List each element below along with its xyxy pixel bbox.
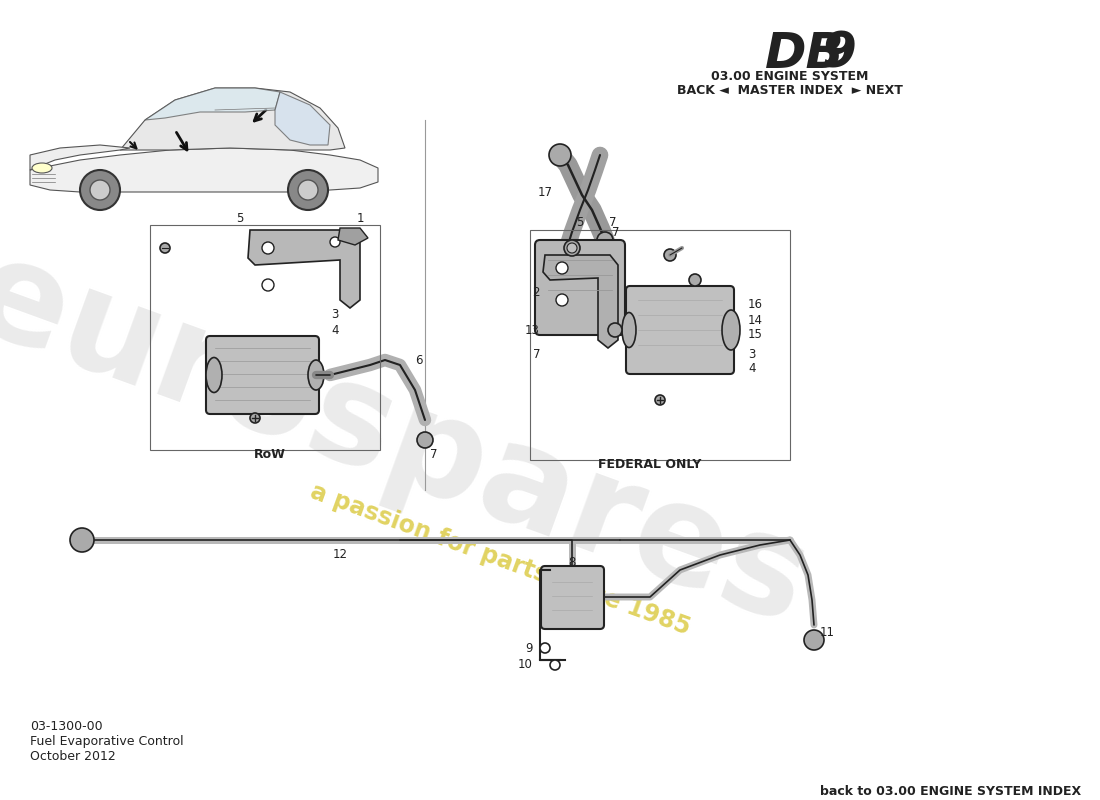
- Ellipse shape: [32, 163, 52, 173]
- Ellipse shape: [308, 360, 324, 390]
- Text: 15: 15: [748, 329, 763, 342]
- Text: 1: 1: [356, 211, 364, 225]
- Circle shape: [689, 274, 701, 286]
- Circle shape: [556, 262, 568, 274]
- Ellipse shape: [621, 313, 636, 347]
- Text: 7: 7: [430, 447, 438, 461]
- Circle shape: [804, 630, 824, 650]
- Text: 13: 13: [525, 323, 540, 337]
- Text: DB: DB: [764, 30, 845, 78]
- Text: 16: 16: [748, 298, 763, 311]
- Text: 5: 5: [576, 217, 584, 230]
- Circle shape: [262, 279, 274, 291]
- FancyBboxPatch shape: [626, 286, 734, 374]
- Polygon shape: [30, 148, 378, 192]
- Circle shape: [549, 144, 571, 166]
- Circle shape: [550, 660, 560, 670]
- Circle shape: [90, 180, 110, 200]
- Ellipse shape: [722, 310, 740, 350]
- Text: 4: 4: [748, 362, 756, 374]
- Text: 03.00 ENGINE SYSTEM: 03.00 ENGINE SYSTEM: [712, 70, 869, 83]
- Circle shape: [566, 243, 578, 253]
- Text: eurospares: eurospares: [0, 226, 826, 654]
- Circle shape: [80, 170, 120, 210]
- Text: 7: 7: [532, 349, 540, 362]
- FancyBboxPatch shape: [206, 336, 319, 414]
- Circle shape: [298, 180, 318, 200]
- Ellipse shape: [206, 358, 222, 393]
- Circle shape: [540, 643, 550, 653]
- Text: 03-1300-00: 03-1300-00: [30, 720, 102, 733]
- Text: October 2012: October 2012: [30, 750, 116, 763]
- Circle shape: [160, 243, 170, 253]
- Polygon shape: [145, 88, 280, 120]
- Circle shape: [250, 413, 260, 423]
- Text: 11: 11: [820, 626, 835, 638]
- Circle shape: [664, 249, 676, 261]
- Text: 3: 3: [331, 309, 339, 322]
- Polygon shape: [543, 255, 618, 348]
- Circle shape: [556, 294, 568, 306]
- Text: 7: 7: [612, 226, 619, 238]
- Polygon shape: [248, 230, 360, 308]
- Text: back to 03.00 ENGINE SYSTEM INDEX: back to 03.00 ENGINE SYSTEM INDEX: [820, 785, 1081, 798]
- Text: 17: 17: [538, 186, 553, 199]
- Text: 12: 12: [332, 549, 348, 562]
- Text: 3: 3: [748, 349, 756, 362]
- Circle shape: [608, 323, 622, 337]
- Text: a passion for parts since 1985: a passion for parts since 1985: [307, 480, 693, 640]
- Circle shape: [654, 395, 666, 405]
- Circle shape: [70, 528, 94, 552]
- Polygon shape: [338, 228, 368, 245]
- Text: RoW: RoW: [254, 449, 286, 462]
- FancyBboxPatch shape: [535, 240, 625, 335]
- FancyBboxPatch shape: [541, 566, 604, 629]
- Circle shape: [288, 170, 328, 210]
- Text: BACK ◄  MASTER INDEX  ► NEXT: BACK ◄ MASTER INDEX ► NEXT: [678, 84, 903, 97]
- Circle shape: [564, 240, 580, 256]
- Text: 8: 8: [569, 557, 575, 570]
- Text: 9: 9: [526, 642, 534, 654]
- Text: 10: 10: [518, 658, 534, 671]
- Circle shape: [417, 432, 433, 448]
- Text: 4: 4: [331, 323, 339, 337]
- Polygon shape: [275, 92, 330, 145]
- Circle shape: [262, 242, 274, 254]
- Text: 7: 7: [609, 217, 617, 230]
- Circle shape: [597, 232, 613, 248]
- Text: FEDERAL ONLY: FEDERAL ONLY: [598, 458, 702, 471]
- Circle shape: [330, 237, 340, 247]
- Text: Fuel Evaporative Control: Fuel Evaporative Control: [30, 735, 184, 748]
- Text: 2: 2: [532, 286, 540, 299]
- Text: 5: 5: [236, 211, 244, 225]
- Text: 14: 14: [748, 314, 763, 326]
- Text: 9: 9: [822, 30, 857, 78]
- Polygon shape: [120, 88, 345, 150]
- Polygon shape: [30, 145, 130, 170]
- Text: 6: 6: [415, 354, 422, 366]
